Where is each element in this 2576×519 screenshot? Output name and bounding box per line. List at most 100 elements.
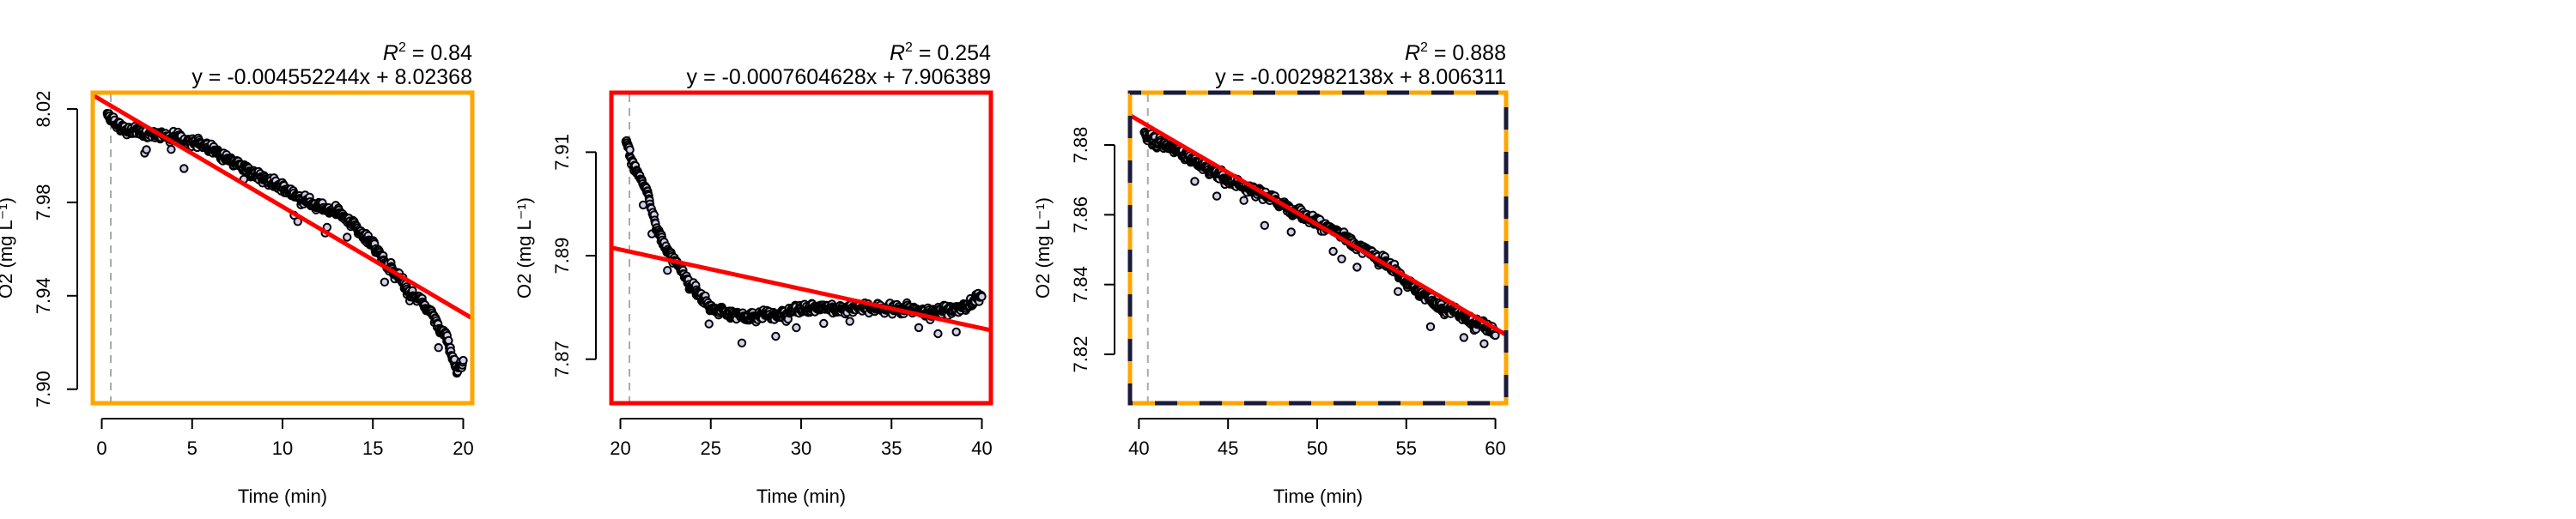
data-point <box>914 323 924 333</box>
data-point <box>1479 339 1489 348</box>
x-axis: 40 45 50 55 60 Time (min) <box>1128 418 1506 507</box>
data-point <box>1352 263 1362 272</box>
r-squared-symbol: R <box>1405 41 1420 65</box>
r-squared-label: R2 = 0.84 <box>383 40 472 65</box>
x-tick-label: 40 <box>971 438 992 459</box>
scatter-points <box>102 108 468 378</box>
x-tick-label: 45 <box>1218 438 1238 459</box>
r-squared-label: R2 = 0.254 <box>890 40 991 65</box>
y-tick-label: 7.87 <box>551 341 573 377</box>
data-point <box>1459 333 1469 342</box>
x-tick-label: 20 <box>453 438 473 459</box>
plot-border <box>90 90 475 406</box>
data-point <box>434 343 443 353</box>
y-tick-label: 7.98 <box>33 184 54 221</box>
y-tick-label: 7.82 <box>1070 336 1091 373</box>
plot-border-dash <box>1127 90 1509 406</box>
data-point <box>1190 177 1200 186</box>
y-axis: 7.82 7.84 7.86 7.88 O2 (mg L⁻¹) <box>1032 127 1115 373</box>
r-squared-superscript: 2 <box>398 40 406 55</box>
data-point <box>1394 287 1403 296</box>
x-tick-label: 55 <box>1396 438 1417 459</box>
x-tick-label: 30 <box>791 438 811 459</box>
y-tick-label: 7.89 <box>551 238 573 275</box>
data-point <box>977 292 987 301</box>
r-squared-symbol: R <box>383 41 398 65</box>
y-tick-label: 8.02 <box>33 91 54 128</box>
data-point <box>380 277 390 287</box>
data-point <box>459 355 468 365</box>
x-tick-label: 40 <box>1128 438 1149 459</box>
y-tick-label: 7.88 <box>1070 127 1091 164</box>
y-tick-label: 7.94 <box>33 277 54 314</box>
regression-line <box>93 93 472 321</box>
data-point <box>625 145 635 154</box>
r-squared-label: R2 = 0.888 <box>1405 40 1506 65</box>
x-axis-title: Time (min) <box>238 486 327 507</box>
x-tick-label: 25 <box>701 438 721 459</box>
scatter-points <box>1139 127 1500 348</box>
r-squared-value: = 0.84 <box>406 41 472 65</box>
y-axis-title: O2 (mg L⁻¹) <box>0 197 16 299</box>
chart-panel-3: 40 45 50 55 60 Time (min) 7.82 7.84 7.86 7.88 O2 (… <box>1032 40 1509 507</box>
x-axis: 0 5 10 15 20 Time (min) <box>96 418 474 507</box>
data-point <box>663 266 672 275</box>
x-axis-title: Time (min) <box>1273 486 1363 507</box>
data-point <box>1491 330 1500 341</box>
data-point <box>1239 196 1249 205</box>
data-point <box>704 319 714 329</box>
regression-equation: y = -0.004552244x + 8.02368 <box>191 65 472 89</box>
data-point <box>1425 322 1436 331</box>
scatter-points <box>621 136 987 347</box>
data-point <box>167 145 176 154</box>
data-point <box>343 232 352 242</box>
regression-line <box>1130 113 1506 337</box>
chart-panel-2: 20 25 30 35 40 Time (min) 7.87 7.89 7.91 O2 (mg L… <box>513 40 993 507</box>
data-point <box>771 331 781 341</box>
data-point <box>819 318 829 329</box>
data-point <box>1286 227 1296 237</box>
x-tick-label: 35 <box>881 438 902 459</box>
data-point <box>1337 254 1346 263</box>
y-axis-title: O2 (mg L⁻¹) <box>1032 197 1054 299</box>
y-axis: 7.90 7.94 7.98 8.02 O2 (mg L⁻¹) <box>0 91 78 407</box>
x-axis: 20 25 30 35 40 Time (min) <box>610 418 993 507</box>
data-point <box>1260 220 1270 230</box>
data-point <box>845 317 854 326</box>
plot-border <box>1127 90 1509 406</box>
chart-panel-1: 0 5 10 15 20 Time (min) 7.90 7.94 7.98 8.02 O2 (mg… <box>0 40 475 507</box>
regression-equation: y = -0.002982138x + 8.006311 <box>1215 65 1506 89</box>
x-tick-label: 50 <box>1307 438 1327 459</box>
x-axis-title: Time (min) <box>756 486 846 507</box>
y-axis: 7.87 7.89 7.91 O2 (mg L⁻¹) <box>513 134 597 377</box>
x-tick-label: 0 <box>96 438 106 459</box>
fit-annotation: R2 = 0.84y = -0.004552244x + 8.02368 <box>191 40 472 89</box>
r-squared-value: = 0.888 <box>1428 41 1506 65</box>
x-tick-label: 15 <box>362 438 383 459</box>
plot-border <box>609 90 993 406</box>
r-squared-superscript: 2 <box>1420 40 1428 55</box>
y-tick-label: 7.86 <box>1070 196 1091 233</box>
data-point <box>951 327 961 337</box>
x-tick-label: 10 <box>272 438 293 459</box>
y-axis-title: O2 (mg L⁻¹) <box>513 197 535 299</box>
y-tick-label: 7.84 <box>1070 266 1091 303</box>
r-squared-superscript: 2 <box>905 40 913 55</box>
data-point <box>1328 246 1338 256</box>
data-point <box>142 145 151 154</box>
regression-equation: y = -0.0007604628x + 7.906389 <box>687 65 991 89</box>
data-point <box>179 164 189 173</box>
y-tick-label: 7.90 <box>33 371 54 407</box>
r-squared-symbol: R <box>890 41 905 65</box>
x-tick-label: 5 <box>187 438 197 459</box>
y-tick-label: 7.91 <box>551 134 573 171</box>
regression-line <box>611 245 991 333</box>
x-tick-label: 20 <box>610 438 630 459</box>
data-point <box>737 338 747 347</box>
r-squared-value: = 0.254 <box>913 41 991 65</box>
data-point <box>933 329 943 339</box>
